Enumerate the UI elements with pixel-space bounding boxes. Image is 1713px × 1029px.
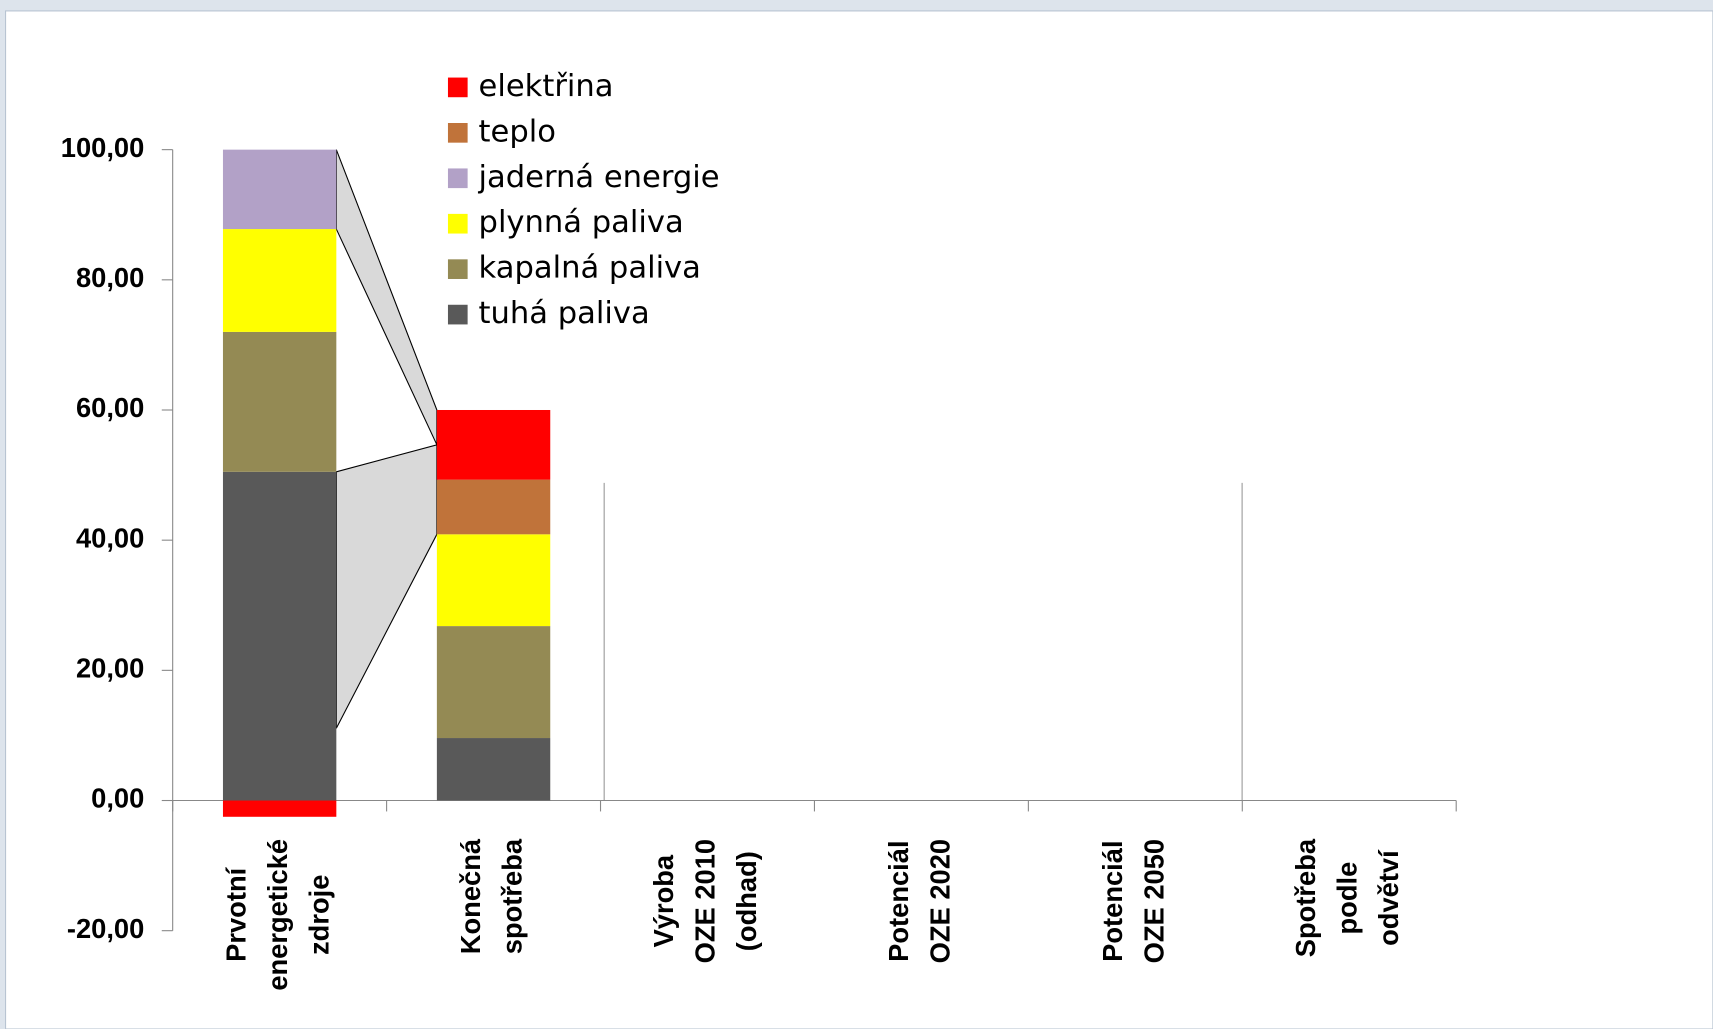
x-tick-label: Konečná xyxy=(455,838,486,954)
legend-label: elektřina xyxy=(479,69,614,104)
y-tick-label: 0,00 xyxy=(91,783,144,814)
bar-segment xyxy=(222,229,337,332)
x-tick-label: energetické xyxy=(262,839,293,991)
legend-swatch xyxy=(447,304,468,325)
legend-swatch xyxy=(447,168,468,189)
x-tick-label: Potenciál xyxy=(1097,840,1128,961)
x-tick-label: Potenciál xyxy=(883,840,914,961)
y-tick-label: 40,00 xyxy=(76,522,144,553)
bar-segment xyxy=(436,534,551,627)
bar-segment xyxy=(436,479,551,535)
x-tick-label: spotřeba xyxy=(497,838,528,954)
bar-segment xyxy=(436,626,551,739)
x-tick-label: (odhad) xyxy=(731,851,762,951)
legend-label: teplo xyxy=(479,114,556,149)
x-tick-label: odvětví xyxy=(1373,849,1404,946)
y-tick-label: 60,00 xyxy=(76,392,144,423)
legend-label: plynná paliva xyxy=(479,205,684,240)
x-tick-label-group: Konečná spotřeba xyxy=(455,838,528,954)
y-tick-label: 100,00 xyxy=(61,132,144,163)
x-tick-label-group: Potenciál OZE 2020 xyxy=(883,839,956,963)
x-tick-label-group: Spotřeba podle odvětví xyxy=(1290,838,1404,957)
legend-swatch xyxy=(447,213,468,234)
x-tick-label: OZE 2050 xyxy=(1138,839,1169,963)
legend-label: tuhá paliva xyxy=(479,296,650,331)
x-tick-label: Výroba xyxy=(648,854,679,947)
legend-swatch xyxy=(447,77,468,98)
bar-segment xyxy=(436,738,551,801)
bar-segment xyxy=(222,471,337,801)
legend-label: jaderná energie xyxy=(478,160,720,195)
bar-segment xyxy=(222,331,337,472)
x-tick-label-group: Potenciál OZE 2050 xyxy=(1097,839,1170,963)
bar-segment xyxy=(222,800,337,817)
x-tick-label-group: Výroba OZE 2010 (odhad) xyxy=(648,839,762,963)
y-tick-label: -20,00 xyxy=(67,913,144,944)
legend-swatch xyxy=(447,122,468,143)
x-tick-label: OZE 2010 xyxy=(690,839,721,963)
y-tick-label: 20,00 xyxy=(76,653,144,684)
bar-segment xyxy=(222,149,337,230)
x-tick-label: zdroje xyxy=(303,875,334,955)
bar-segment xyxy=(436,409,551,480)
x-tick-label: Spotřeba xyxy=(1290,838,1321,957)
x-tick-label-group: Prvotní energetické zdroje xyxy=(220,839,334,991)
x-tick-label: Prvotní xyxy=(220,866,251,961)
y-tick-label: 80,00 xyxy=(76,262,144,293)
legend-swatch xyxy=(447,259,468,279)
legend-label: kapalná paliva xyxy=(479,251,701,286)
x-tick-label: OZE 2020 xyxy=(924,839,955,963)
x-tick-label: podle xyxy=(1331,862,1362,935)
